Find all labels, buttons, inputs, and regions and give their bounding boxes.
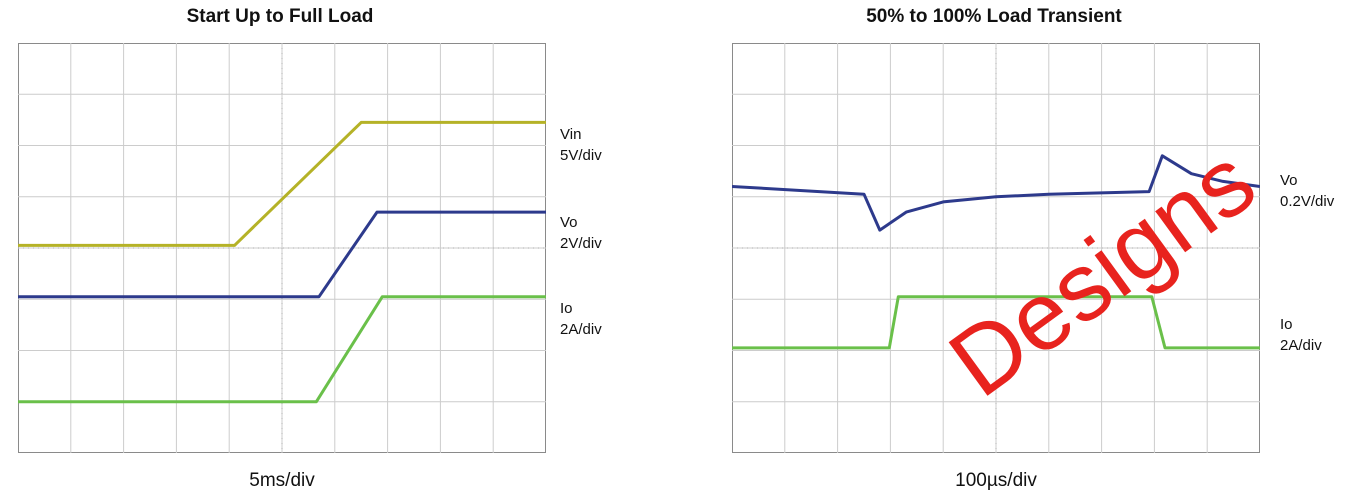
chart-startup: Start Up to Full Load Vin 5V/div Vo 2V/d… xyxy=(0,0,602,495)
plot-area-startup xyxy=(18,43,546,453)
x-axis-label: 5ms/div xyxy=(249,470,315,491)
legend-vo-name: Vo xyxy=(560,214,578,231)
legend-io-name: Io xyxy=(560,300,573,317)
chart-transient: 50% to 100% Load Transient Vo 0.2V/div I… xyxy=(680,0,1361,495)
legend-io-scale: 2A/div xyxy=(1280,337,1322,354)
legend-vin-name: Vin xyxy=(560,126,582,143)
trace-vo xyxy=(18,210,546,299)
x-axis-label: 100µs/div xyxy=(955,470,1037,491)
plot-area-transient xyxy=(732,43,1260,453)
legend-vo: Vo 2V/div xyxy=(560,212,602,254)
chart-title: Start Up to Full Load xyxy=(186,6,374,27)
legend-vo-name: Vo xyxy=(1280,172,1298,189)
trace-io xyxy=(732,295,1260,350)
legend-io-scale: 2A/div xyxy=(560,321,602,338)
legend-vo-scale: 2V/div xyxy=(560,235,602,252)
trace-io xyxy=(18,295,546,404)
trace-vo xyxy=(732,154,1260,232)
legend-io: Io 2A/div xyxy=(1280,314,1322,356)
legend-vin: Vin 5V/div xyxy=(560,124,602,166)
chart-title: 50% to 100% Load Transient xyxy=(866,6,1122,27)
trace-vin xyxy=(18,120,546,247)
legend-io-name: Io xyxy=(1280,316,1293,333)
legend-vo: Vo 0.2V/div xyxy=(1280,170,1334,212)
legend-vo-scale: 0.2V/div xyxy=(1280,193,1335,210)
legend-vin-scale: 5V/div xyxy=(560,147,602,164)
legend-io: Io 2A/div xyxy=(560,298,602,340)
